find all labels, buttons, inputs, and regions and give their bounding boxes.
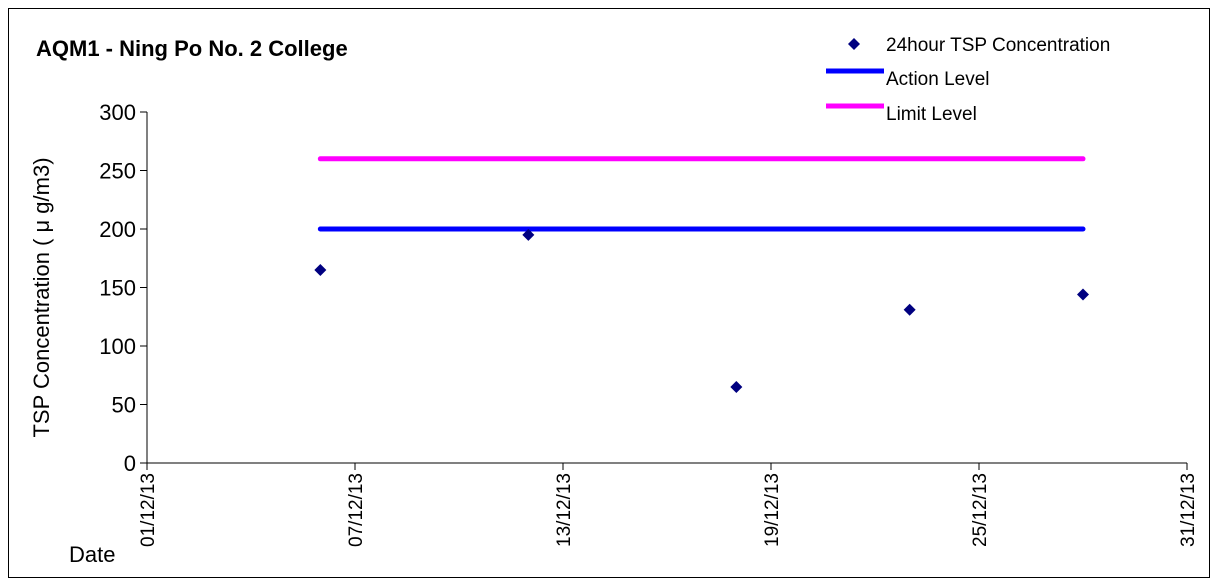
axes: 0 50 100 150 200 250 300 01/12/13 07/12/13 13/12/…: [29, 100, 1199, 567]
x-axis-title: Date: [69, 542, 115, 567]
y-axis-title: TSP Concentration ( μ g/m3): [29, 157, 54, 437]
x-tick-label: 25/12/13: [970, 473, 991, 547]
data-point: [730, 380, 743, 393]
legend-marker-24hour-tsp-concentration: [848, 38, 860, 50]
level-lines: [317, 156, 1086, 232]
legend: 24hour TSP Concentration Action Level Limi…: [826, 35, 1110, 125]
x-tick-label: 07/12/13: [346, 473, 367, 547]
legend-label-24hour-tsp-concentration: 24hour TSP Concentration: [886, 35, 1110, 56]
chart-title: AQM1 - Ning Po No. 2 College: [36, 36, 348, 61]
data-points: [314, 228, 1089, 393]
y-tick-label: 300: [99, 100, 136, 125]
x-tick-label: 19/12/13: [762, 473, 783, 547]
x-tick-label: 31/12/13: [1178, 473, 1199, 547]
y-tick-label: 200: [99, 217, 136, 242]
data-point: [903, 303, 916, 316]
chart-frame: AQM1 - Ning Po No. 2 College 0 50 100 150 20…: [8, 8, 1210, 578]
x-tick-label: 01/12/13: [138, 473, 159, 547]
y-tick-label: 250: [99, 159, 136, 184]
chart-svg: AQM1 - Ning Po No. 2 College 0 50 100 150 20…: [29, 35, 1199, 567]
y-tick-label: 150: [99, 276, 136, 301]
x-tick-label: 13/12/13: [554, 473, 575, 547]
legend-label-limit-level: Limit Level: [886, 104, 977, 125]
data-point: [1077, 288, 1089, 301]
y-tick-label: 100: [99, 334, 136, 359]
y-tick-label: 0: [124, 451, 136, 476]
legend-label-action-level: Action Level: [886, 69, 990, 90]
data-point: [314, 263, 327, 276]
y-tick-label: 50: [112, 393, 136, 418]
data-point: [522, 228, 535, 241]
